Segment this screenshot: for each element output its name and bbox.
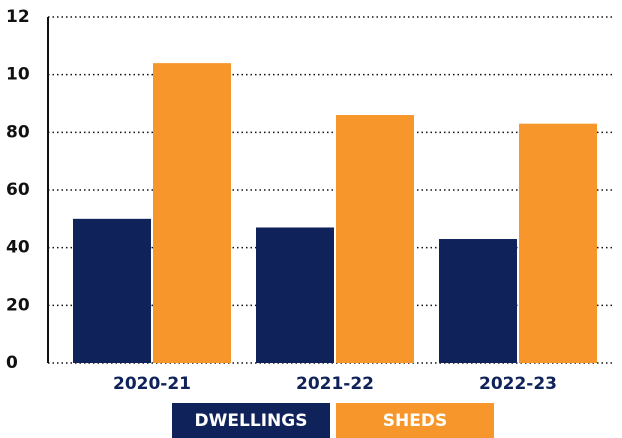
bar <box>439 239 517 363</box>
bar <box>519 123 597 363</box>
y-tick-label: 12 <box>6 7 30 27</box>
x-tick-label: 2020-21 <box>113 374 191 394</box>
y-tick-label: 10 <box>6 65 30 85</box>
bar <box>73 218 151 363</box>
legend-label: DWELLINGS <box>195 411 308 431</box>
bar <box>256 227 334 363</box>
x-tick-label: 2022-23 <box>479 374 557 394</box>
y-tick-label: 80 <box>6 122 30 142</box>
y-tick-label: 40 <box>6 238 30 258</box>
y-tick-label: 20 <box>6 295 30 315</box>
bar <box>153 63 231 364</box>
legend-label: SHEDS <box>383 411 447 431</box>
legend-swatch <box>336 403 494 438</box>
x-tick-label: 2021-22 <box>296 374 374 394</box>
bar <box>336 115 414 364</box>
legend-swatch <box>172 403 330 438</box>
y-tick-label: 60 <box>6 180 30 200</box>
y-tick-label: 0 <box>6 353 18 373</box>
